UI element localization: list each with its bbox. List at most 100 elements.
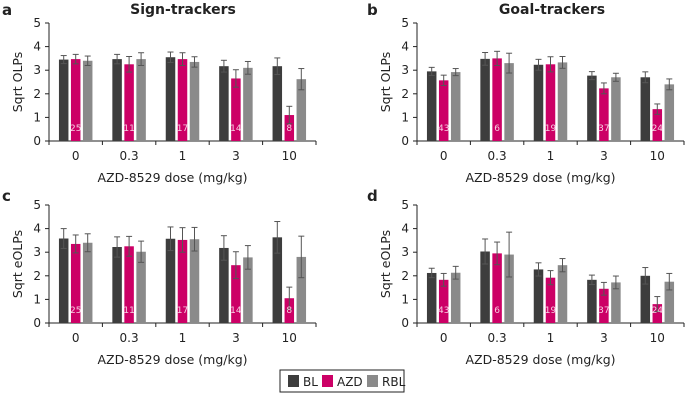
x-tick-label: 0.3 xyxy=(120,331,139,345)
y-tick-label: 1 xyxy=(401,292,409,306)
bar-rbl xyxy=(189,61,200,141)
bar-azd xyxy=(545,64,556,141)
bar-azd xyxy=(70,243,81,323)
bar-bl xyxy=(533,64,544,141)
y-tick-label: 3 xyxy=(33,63,41,77)
bar-rbl xyxy=(611,77,621,141)
y-axis-label: Sqrt OLPs xyxy=(378,52,393,113)
n-label: 25 xyxy=(70,306,81,316)
bar-azd xyxy=(599,288,609,323)
bar-bl xyxy=(58,59,69,141)
x-tick-label: 10 xyxy=(282,331,297,345)
x-tick-label: 0.3 xyxy=(120,149,139,163)
bar-rbl xyxy=(136,251,146,323)
y-tick-label: 1 xyxy=(401,110,409,124)
n-label: 8 xyxy=(286,124,292,134)
bar-bl xyxy=(426,71,437,141)
x-axis-label: AZD-8529 dose (mg/kg) xyxy=(97,170,247,185)
panel-letter: a xyxy=(2,1,12,19)
legend-swatch-rbl xyxy=(367,375,378,387)
bar-rbl xyxy=(557,62,568,141)
legend-label: AZD xyxy=(337,375,363,389)
bar-bl xyxy=(112,59,122,141)
legend: BL AZD RBL xyxy=(279,369,406,393)
n-label: 24 xyxy=(652,306,664,316)
bar-rbl xyxy=(504,254,514,323)
x-tick-label: 3 xyxy=(600,331,608,345)
bar-azd xyxy=(177,59,188,141)
bar-rbl xyxy=(243,257,253,323)
y-axis-label: Sqrt OLPs xyxy=(10,52,25,113)
x-tick-label: 0 xyxy=(72,149,80,163)
bar-azd xyxy=(438,80,449,141)
x-tick-label: 10 xyxy=(282,149,297,163)
x-tick-label: 0 xyxy=(440,331,448,345)
y-tick-label: 4 xyxy=(401,222,409,236)
bar-azd xyxy=(652,109,663,141)
panel-title: Goal-trackers xyxy=(499,2,605,18)
legend-swatch-bl xyxy=(288,375,299,387)
y-tick-label: 5 xyxy=(33,16,41,30)
bar-bl xyxy=(272,66,283,141)
x-tick-label: 3 xyxy=(600,149,608,163)
n-label: 17 xyxy=(177,306,188,316)
y-tick-label: 1 xyxy=(33,292,41,306)
x-tick-label: 0.3 xyxy=(488,331,507,345)
y-tick-label: 1 xyxy=(33,110,41,124)
panel-b: b Goal-trackers 0 1 2 3 4 5 Sqrt OLPs 0 43 0.3 6 1 19 3… xyxy=(367,1,685,185)
x-tick-label: 3 xyxy=(232,149,240,163)
bar-rbl xyxy=(82,242,93,323)
bar-azd xyxy=(124,64,134,141)
n-label: 14 xyxy=(230,124,242,134)
bar-azd xyxy=(231,265,241,323)
n-label: 17 xyxy=(177,124,188,134)
bar-rbl xyxy=(243,67,253,141)
n-label: 24 xyxy=(652,124,664,134)
y-tick-label: 3 xyxy=(401,63,409,77)
y-axis-label: Sqrt eOLPs xyxy=(378,230,393,298)
y-tick-label: 5 xyxy=(401,16,409,30)
y-tick-label: 0 xyxy=(33,134,41,148)
bar-azd xyxy=(492,253,502,323)
n-label: 19 xyxy=(545,306,557,316)
x-tick-label: 0 xyxy=(440,149,448,163)
y-tick-label: 5 xyxy=(33,198,41,212)
bar-bl xyxy=(219,66,229,141)
bar-rbl xyxy=(296,79,307,141)
y-tick-label: 2 xyxy=(33,87,41,101)
x-tick-label: 3 xyxy=(232,331,240,345)
y-tick-label: 4 xyxy=(33,222,41,236)
bar-bl xyxy=(165,238,176,323)
bar-bl xyxy=(587,279,597,323)
x-tick-label: 1 xyxy=(547,331,555,345)
x-tick-label: 10 xyxy=(650,331,665,345)
n-label: 43 xyxy=(438,124,449,134)
n-label: 19 xyxy=(545,124,557,134)
n-label: 8 xyxy=(286,306,292,316)
y-tick-label: 0 xyxy=(33,316,41,330)
y-tick-label: 5 xyxy=(401,198,409,212)
y-tick-label: 3 xyxy=(401,245,409,259)
panel-d: d 0 1 2 3 4 5 Sqrt eOLPs 0 43 0.3 6 1 19 3 37 10 24 AZD-85… xyxy=(367,187,685,367)
bar-bl xyxy=(58,238,69,323)
y-tick-label: 2 xyxy=(33,269,41,283)
legend-swatch-azd xyxy=(322,375,333,387)
x-axis-label: AZD-8529 dose (mg/kg) xyxy=(465,170,615,185)
n-label: 37 xyxy=(598,306,609,316)
bar-azd xyxy=(231,78,241,141)
y-tick-label: 0 xyxy=(401,134,409,148)
bar-rbl xyxy=(450,272,461,323)
n-label: 11 xyxy=(123,306,134,316)
bar-azd xyxy=(284,298,295,323)
x-tick-label: 1 xyxy=(547,149,555,163)
bar-bl xyxy=(272,237,283,323)
bar-rbl xyxy=(296,256,307,323)
x-tick-label: 10 xyxy=(650,149,665,163)
bar-bl xyxy=(640,275,651,323)
bar-azd xyxy=(70,59,81,141)
bar-rbl xyxy=(664,84,675,141)
y-tick-label: 3 xyxy=(33,245,41,259)
bar-azd xyxy=(124,246,134,323)
bar-bl xyxy=(165,57,176,141)
